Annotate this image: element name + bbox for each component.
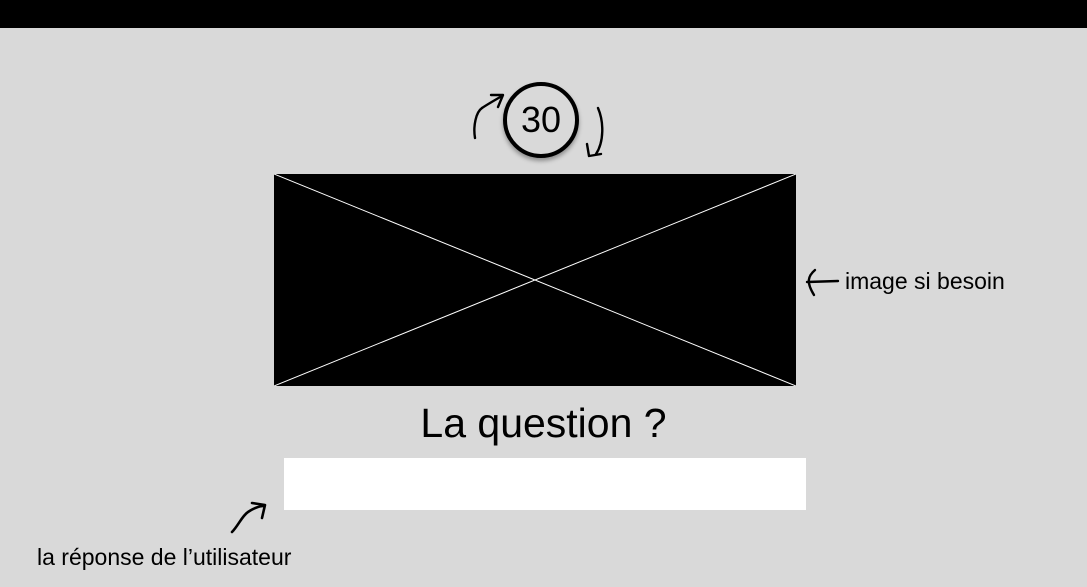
refresh-arrows-icon [473,93,604,158]
arrow-up-right-icon [230,501,267,534]
image-placeholder [274,174,796,386]
top-bar [0,0,1087,28]
image-annotation: image si besoin [802,264,1005,298]
countdown-timer: 30 [468,82,608,164]
timer-circle: 30 [503,82,579,158]
answer-input[interactable] [284,458,806,510]
timer-value: 30 [520,99,562,140]
answer-annotation-label: la réponse de l’utilisateur [37,544,292,570]
image-annotation-label: image si besoin [845,267,1005,294]
image-placeholder-icon [274,174,796,386]
question-text: La question ? [420,400,667,446]
arrow-left-icon [805,268,840,297]
